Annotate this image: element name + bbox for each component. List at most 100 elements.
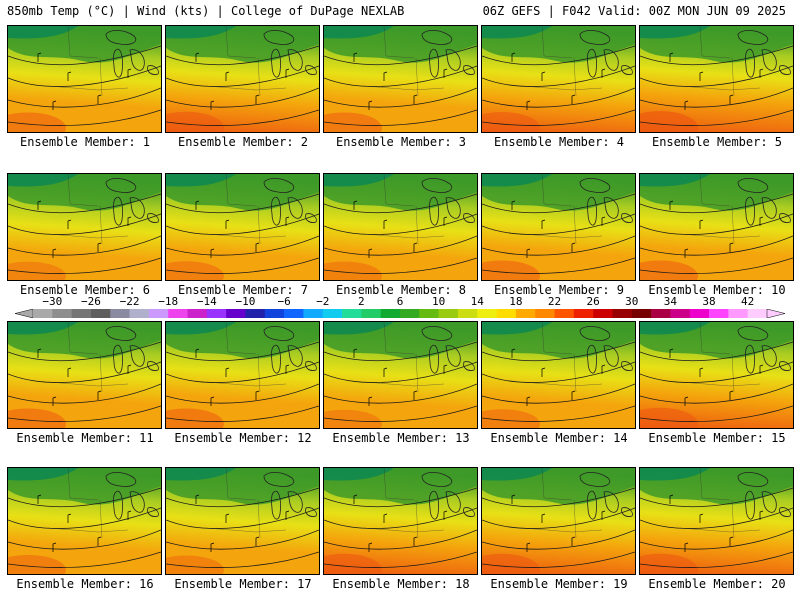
wind-barb xyxy=(541,71,546,81)
colorbar-tick-label: −2 xyxy=(316,295,330,308)
wind-barb xyxy=(97,94,102,104)
wind-barb xyxy=(541,367,546,377)
wind-barb xyxy=(127,216,132,226)
height-contour xyxy=(324,405,477,422)
colorbar-swatch xyxy=(631,309,652,318)
height-contour xyxy=(482,65,635,87)
wind-barb xyxy=(67,71,72,81)
wind-barb xyxy=(255,536,260,546)
wind-barb xyxy=(383,71,388,81)
height-contour xyxy=(166,65,319,87)
height-contour xyxy=(324,87,477,108)
height-contour xyxy=(8,257,161,274)
wind-barb xyxy=(669,200,674,210)
warm-air-region xyxy=(8,112,66,132)
height-contour xyxy=(640,361,793,383)
ensemble-member-label: Ensemble Member: 17 xyxy=(174,577,312,591)
colorbar-swatch xyxy=(71,309,92,318)
wind-barb xyxy=(669,494,674,504)
height-contour xyxy=(640,87,793,108)
height-contour xyxy=(166,529,319,550)
wind-barb xyxy=(729,390,734,400)
wind-barb xyxy=(601,68,606,78)
ensemble-member-map xyxy=(481,467,636,575)
colorbar-max-arrow xyxy=(766,309,785,318)
wind-barb xyxy=(699,367,704,377)
height-contour xyxy=(8,529,161,550)
colorbar-swatch xyxy=(168,309,188,318)
wind-barb xyxy=(52,100,57,110)
height-contour xyxy=(640,507,793,529)
warm-air-region xyxy=(482,553,540,574)
height-contour xyxy=(324,213,477,235)
warm-air-region xyxy=(8,408,66,428)
ensemble-member-map xyxy=(7,321,162,429)
map-title: 850mb Temp (°C) | Wind (kts) | College o… xyxy=(7,4,405,18)
height-contour xyxy=(640,383,793,404)
ensemble-member-map xyxy=(639,321,794,429)
state-boundaries xyxy=(363,468,445,539)
colorbar-ramp xyxy=(15,309,785,318)
ensemble-member-map xyxy=(165,25,320,133)
warm-air-region xyxy=(324,553,382,574)
ensemble-member-map xyxy=(481,25,636,133)
wind-barb xyxy=(571,242,576,252)
colorbar-swatch xyxy=(322,309,343,318)
wind-barb xyxy=(225,71,230,81)
wind-barb xyxy=(353,494,358,504)
wind-barb xyxy=(97,390,102,400)
colorbar-swatch xyxy=(496,309,517,318)
ensemble-member-label: Ensemble Member: 6 xyxy=(19,283,151,297)
warm-air-region xyxy=(640,111,698,132)
wind-barb xyxy=(353,348,358,358)
coldest-air-region xyxy=(8,322,78,335)
height-contour xyxy=(482,213,635,235)
ensemble-member-label: Ensemble Member: 20 xyxy=(648,577,786,591)
wind-barb xyxy=(52,542,57,552)
colorbar-swatch xyxy=(226,309,246,318)
wind-barb xyxy=(255,390,260,400)
height-contour xyxy=(324,551,477,568)
height-contour xyxy=(166,235,319,256)
ensemble-member-map xyxy=(7,467,162,575)
ensemble-member-map xyxy=(323,467,478,575)
colorbar-tick-label: −10 xyxy=(235,295,256,308)
height-contour xyxy=(166,383,319,404)
temperature-colorbar: −30 −26 −22 −18 −14 −10 −6 −2 2 6 10 14 18 22 26 30 34 38… xyxy=(15,296,785,320)
ensemble-member-label: Ensemble Member: 14 xyxy=(490,431,628,445)
colorbar-tick-label: −6 xyxy=(277,295,291,308)
height-contour xyxy=(166,257,319,274)
ensemble-member-label: Ensemble Member: 4 xyxy=(493,135,625,149)
colorbar-swatch xyxy=(90,309,111,318)
colorbar-swatch xyxy=(187,309,208,318)
wind-barb xyxy=(368,100,373,110)
coldest-air-region xyxy=(324,322,394,335)
wind-barb xyxy=(285,216,290,226)
height-contour xyxy=(482,551,635,568)
ensemble-member-map xyxy=(481,173,636,281)
height-contour xyxy=(324,65,477,87)
warm-air-region xyxy=(166,408,224,428)
coldest-air-region xyxy=(640,322,710,335)
colorbar-swatch xyxy=(477,309,497,318)
coldest-air-region xyxy=(166,468,236,481)
coldest-air-region xyxy=(640,174,710,187)
height-contour xyxy=(482,257,635,274)
height-contour xyxy=(8,235,161,256)
great-lakes-outline xyxy=(263,326,317,374)
height-contour xyxy=(640,405,793,422)
wind-barb xyxy=(413,390,418,400)
colorbar-swatch xyxy=(33,309,53,318)
colorbar-swatch xyxy=(728,309,748,318)
great-lakes-outline xyxy=(421,326,475,374)
wind-barb xyxy=(52,248,57,258)
height-contour xyxy=(640,551,793,568)
colorbar-tick-label: 18 xyxy=(509,295,523,308)
colorbar-swatch xyxy=(612,309,633,318)
wind-barb xyxy=(195,494,200,504)
height-contour xyxy=(482,235,635,256)
height-contour xyxy=(482,361,635,383)
height-contour xyxy=(166,361,319,383)
coldest-air-region xyxy=(166,322,236,335)
height-contour xyxy=(324,109,477,126)
